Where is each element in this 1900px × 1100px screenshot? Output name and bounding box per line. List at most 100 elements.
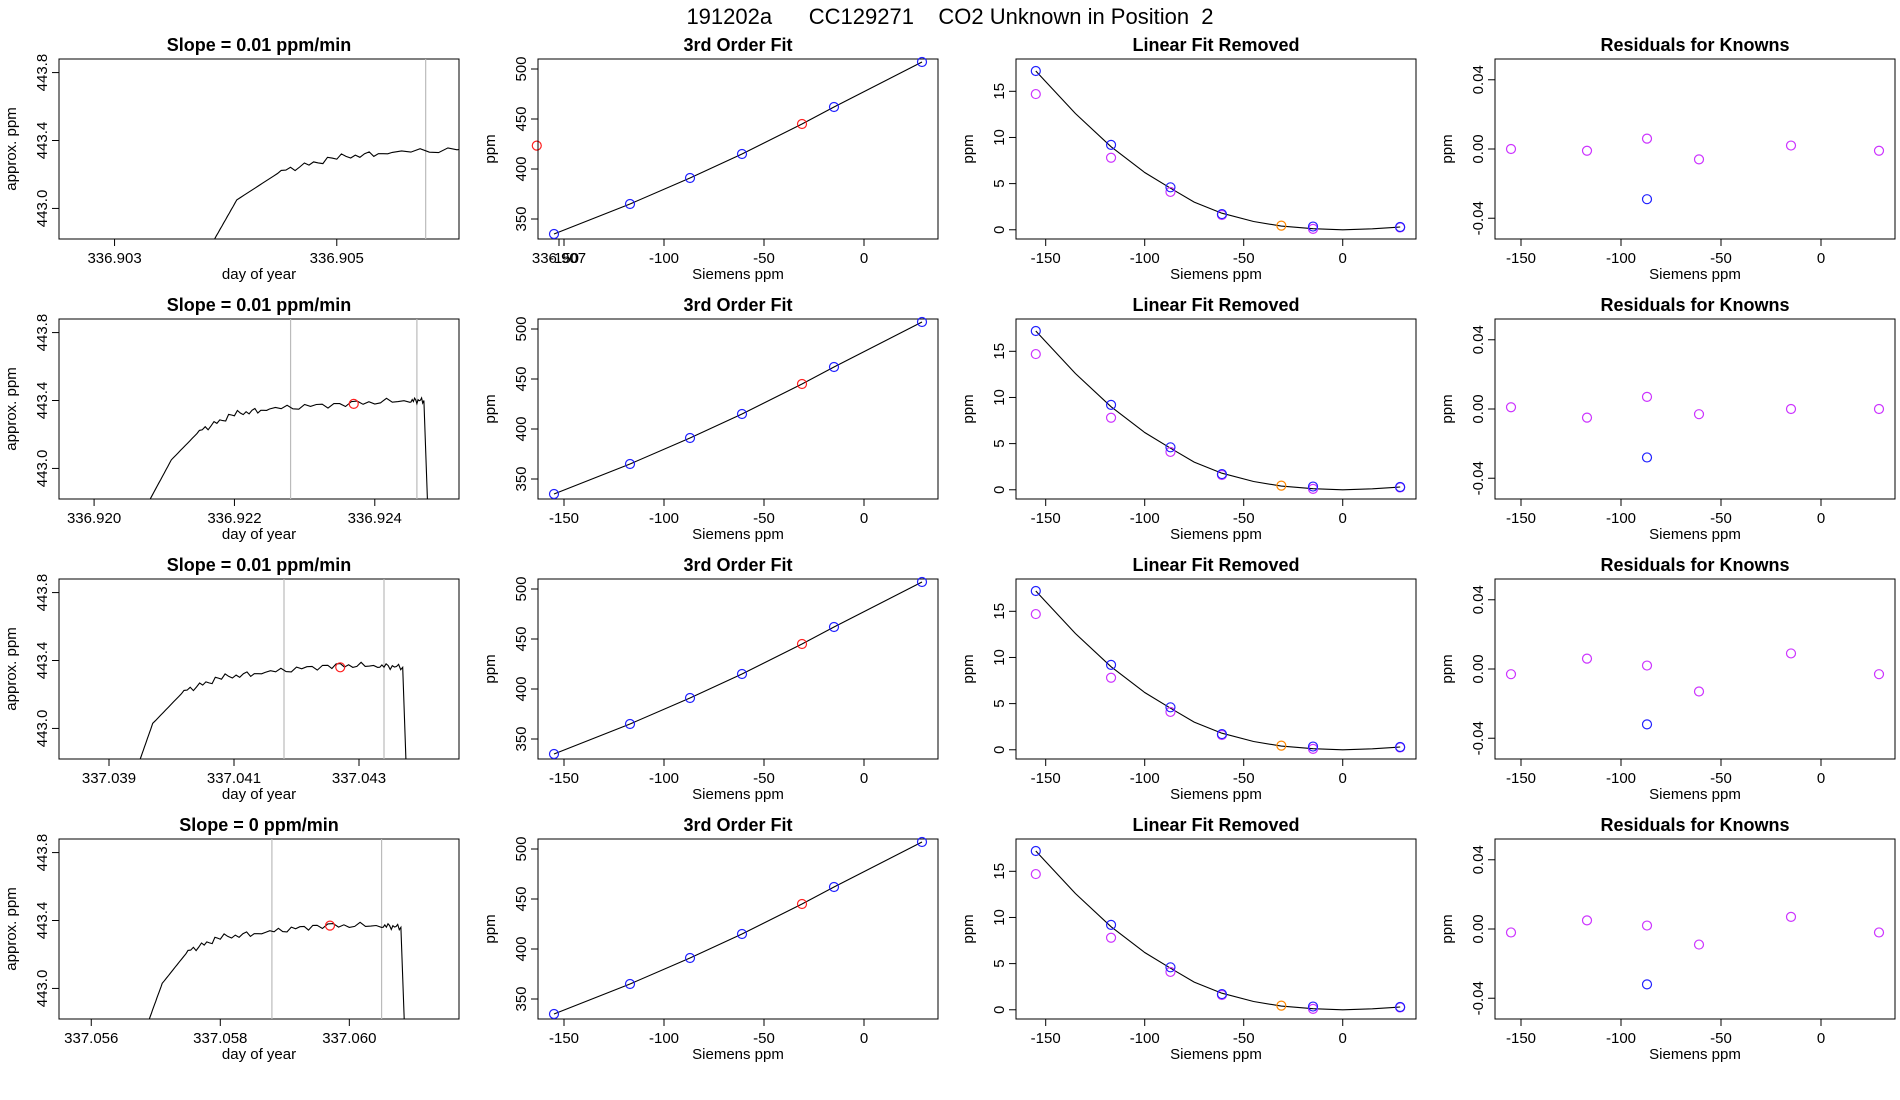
x-axis-label: Siemens ppm	[1649, 1046, 1741, 1063]
standard-point	[916, 316, 928, 328]
residual-point	[1693, 939, 1705, 950]
x-tick-label: -50	[1233, 250, 1255, 267]
fit-curve	[1035, 330, 1401, 491]
unknown-point	[796, 898, 808, 910]
mean-marker	[335, 662, 346, 673]
fit-line	[553, 321, 923, 495]
plot-title: Slope = 0 ppm/min	[179, 815, 339, 835]
plot-title: Linear Fit Removed	[1132, 815, 1300, 835]
fit-curve	[1035, 70, 1401, 231]
concentration-trace	[148, 921, 405, 1019]
residual-point	[1030, 608, 1041, 620]
x-tick-label: -50	[1233, 510, 1255, 527]
y-tick-label: 500	[513, 836, 530, 861]
standard-point	[828, 881, 840, 893]
x-tick-label: -50	[1710, 510, 1732, 527]
standard-point	[548, 228, 560, 240]
standard-point	[916, 836, 928, 848]
y-axis-label: approx. ppm	[3, 107, 20, 190]
standard-point	[828, 361, 840, 373]
standard-point	[1165, 962, 1176, 973]
x-tick-label: -100	[649, 1030, 679, 1047]
residual-point	[1105, 672, 1117, 683]
plot-title: Slope = 0.01 ppm/min	[166, 555, 352, 575]
x-tick-label: 337.058	[193, 1030, 247, 1047]
standard-point	[684, 172, 696, 184]
residual-point	[1785, 648, 1797, 659]
x-axis-label: Siemens ppm	[692, 266, 784, 283]
x-tick-label: -100	[1606, 250, 1636, 267]
residual-point	[1165, 966, 1176, 978]
unknown-point	[796, 378, 808, 390]
x-tick-label: -100	[1606, 770, 1636, 787]
y-tick-label: 0.04	[1470, 585, 1487, 614]
plot-frame	[1015, 578, 1417, 760]
y-tick-label: 0	[991, 1006, 1008, 1014]
standard-point	[684, 432, 696, 444]
standard-point	[1030, 845, 1041, 857]
y-tick-label: 15	[991, 83, 1008, 100]
unknown-point	[1276, 740, 1287, 751]
y-axis-label: ppm	[1439, 394, 1456, 423]
y-tick-label: 443.8	[34, 574, 51, 612]
plot-frame	[1015, 318, 1417, 500]
standard-point	[1165, 182, 1176, 193]
standard-point	[624, 718, 636, 730]
y-tick-label: 0.00	[1470, 134, 1487, 163]
standard-point	[1641, 194, 1653, 205]
y-axis-label: ppm	[482, 914, 499, 943]
standard-point	[916, 576, 928, 588]
y-tick-label: 0.04	[1470, 65, 1487, 94]
x-tick-label: 0	[1339, 510, 1347, 527]
plot-title: 3rd Order Fit	[683, 555, 793, 575]
y-tick-label: 5	[991, 959, 1008, 967]
residual-point	[1873, 145, 1885, 156]
y-tick-label: 15	[991, 603, 1008, 620]
standard-point	[1641, 452, 1653, 463]
y-tick-label: 350	[513, 466, 530, 491]
residual-point	[1785, 403, 1797, 415]
concentration-trace	[139, 661, 407, 759]
x-tick-label: 337.039	[82, 770, 136, 787]
x-tick-label: -150	[1506, 510, 1536, 527]
residual-point	[1581, 145, 1593, 156]
y-tick-label: 15	[991, 343, 1008, 360]
standard-point	[736, 408, 748, 420]
residual-point	[1873, 669, 1885, 680]
standard-point	[1395, 1001, 1406, 1013]
y-tick-label: 443.8	[34, 54, 51, 92]
y-tick-label: 450	[513, 886, 530, 911]
x-tick-label: 336.922	[207, 510, 261, 527]
residual-point	[1693, 409, 1705, 420]
plot-frame	[1494, 838, 1896, 1020]
standard-point	[1030, 585, 1041, 597]
residual-point	[1641, 391, 1653, 402]
standard-point	[548, 488, 560, 500]
y-tick-label: 443.0	[34, 970, 51, 1008]
x-tick-label: -100	[1606, 1030, 1636, 1047]
standard-point	[624, 458, 636, 470]
standard-point	[828, 101, 840, 113]
mean-marker	[324, 920, 336, 931]
y-tick-label: 400	[513, 416, 530, 441]
x-tick-label: -150	[1506, 770, 1536, 787]
y-tick-label: 5	[991, 179, 1008, 187]
residual-point	[1030, 868, 1041, 880]
y-tick-label: 400	[513, 676, 530, 701]
y-axis-label: ppm	[960, 394, 977, 423]
unknown-point	[1276, 1000, 1287, 1011]
x-axis-label: day of year	[222, 786, 296, 803]
x-tick-label: -150	[549, 770, 579, 787]
fit-line	[553, 61, 923, 235]
residual-point	[1505, 927, 1517, 938]
x-axis-label: day of year	[222, 1046, 296, 1063]
plot-frame	[537, 578, 939, 760]
y-axis-label: ppm	[960, 914, 977, 943]
residual-point	[1105, 152, 1117, 163]
residual-point	[1165, 706, 1176, 718]
residual-point	[1641, 133, 1653, 144]
standard-point	[1105, 139, 1117, 150]
